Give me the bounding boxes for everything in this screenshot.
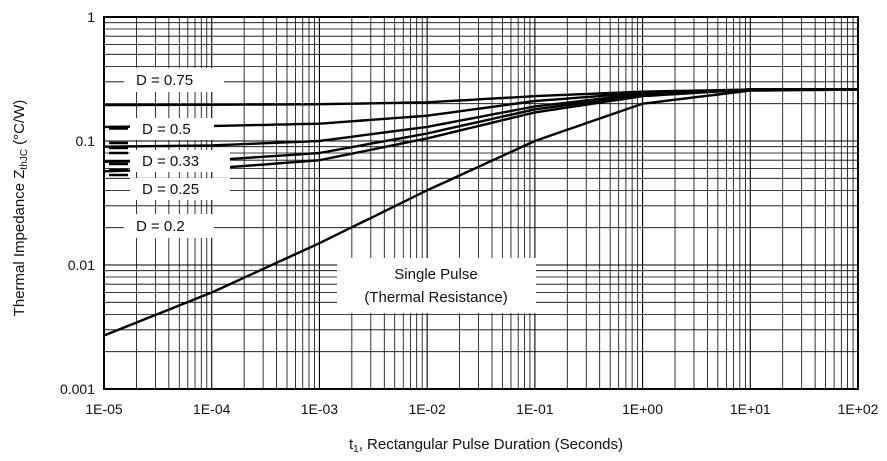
y-tick-label: 0.01 [68,257,95,273]
y-tick-labels: 1 0.1 0.01 0.001 [60,9,95,397]
x-tick-label: 1E-04 [193,401,231,417]
curve-label-background [130,150,230,172]
x-tick-label: 1E+01 [730,401,771,417]
x-axis-label-prefix: t [349,436,354,453]
curve-labels: D = 0.75 D = 0.5 D = 0.33 D = 0.25 D = 0.2 Si… [109,68,536,313]
x-tick-labels: 1E-05 1E-04 1E-03 1E-02 1E-01 1E+00 1E+01 1E+02 [85,401,878,417]
curve-label-background [130,118,214,140]
plot-curves [103,88,859,337]
x-tick-label: 1E-03 [301,401,339,417]
x-tick-label: 1E+02 [838,401,879,417]
series-line [103,88,859,337]
curve-label: D = 0.5 [142,121,191,138]
single-pulse-label-background [337,258,536,313]
single-pulse-sublabel: (Thermal Resistance) [364,289,507,306]
x-axis-label-sub: 1 [353,444,359,455]
y-axis-label-rest: (°C/W) [11,100,28,149]
x-tick-label: 1E-02 [408,401,446,417]
curve-label-background [124,68,224,92]
curve-label-background [124,214,214,238]
x-tick-label: 1E+00 [622,401,663,417]
x-tick-label: 1E-01 [516,401,554,417]
y-tick-label: 1 [87,9,95,25]
plot-frame [103,16,859,390]
y-tick-label: 0.001 [60,381,95,397]
y-axis-label-prefix: Thermal Impedance Z [11,170,28,317]
y-tick-label: 0.1 [76,133,96,149]
x-axis-label-rest: , Rectangular Pulse Duration (Seconds) [359,436,623,453]
y-axis-label: Thermal Impedance ZthJC (°C/W) [11,100,30,317]
y-axis-label-sub: thJC [19,149,30,170]
x-tick-label: 1E-05 [85,401,123,417]
curve-label: D = 0.33 [142,153,199,170]
single-pulse-label: Single Pulse [394,266,477,283]
x-axis-label: t1, Rectangular Pulse Duration (Seconds) [349,436,623,455]
curve-label: D = 0.2 [136,218,185,235]
curve-label: D = 0.25 [142,181,199,198]
curve-label-background [130,178,230,200]
curve-label: D = 0.75 [136,72,193,89]
